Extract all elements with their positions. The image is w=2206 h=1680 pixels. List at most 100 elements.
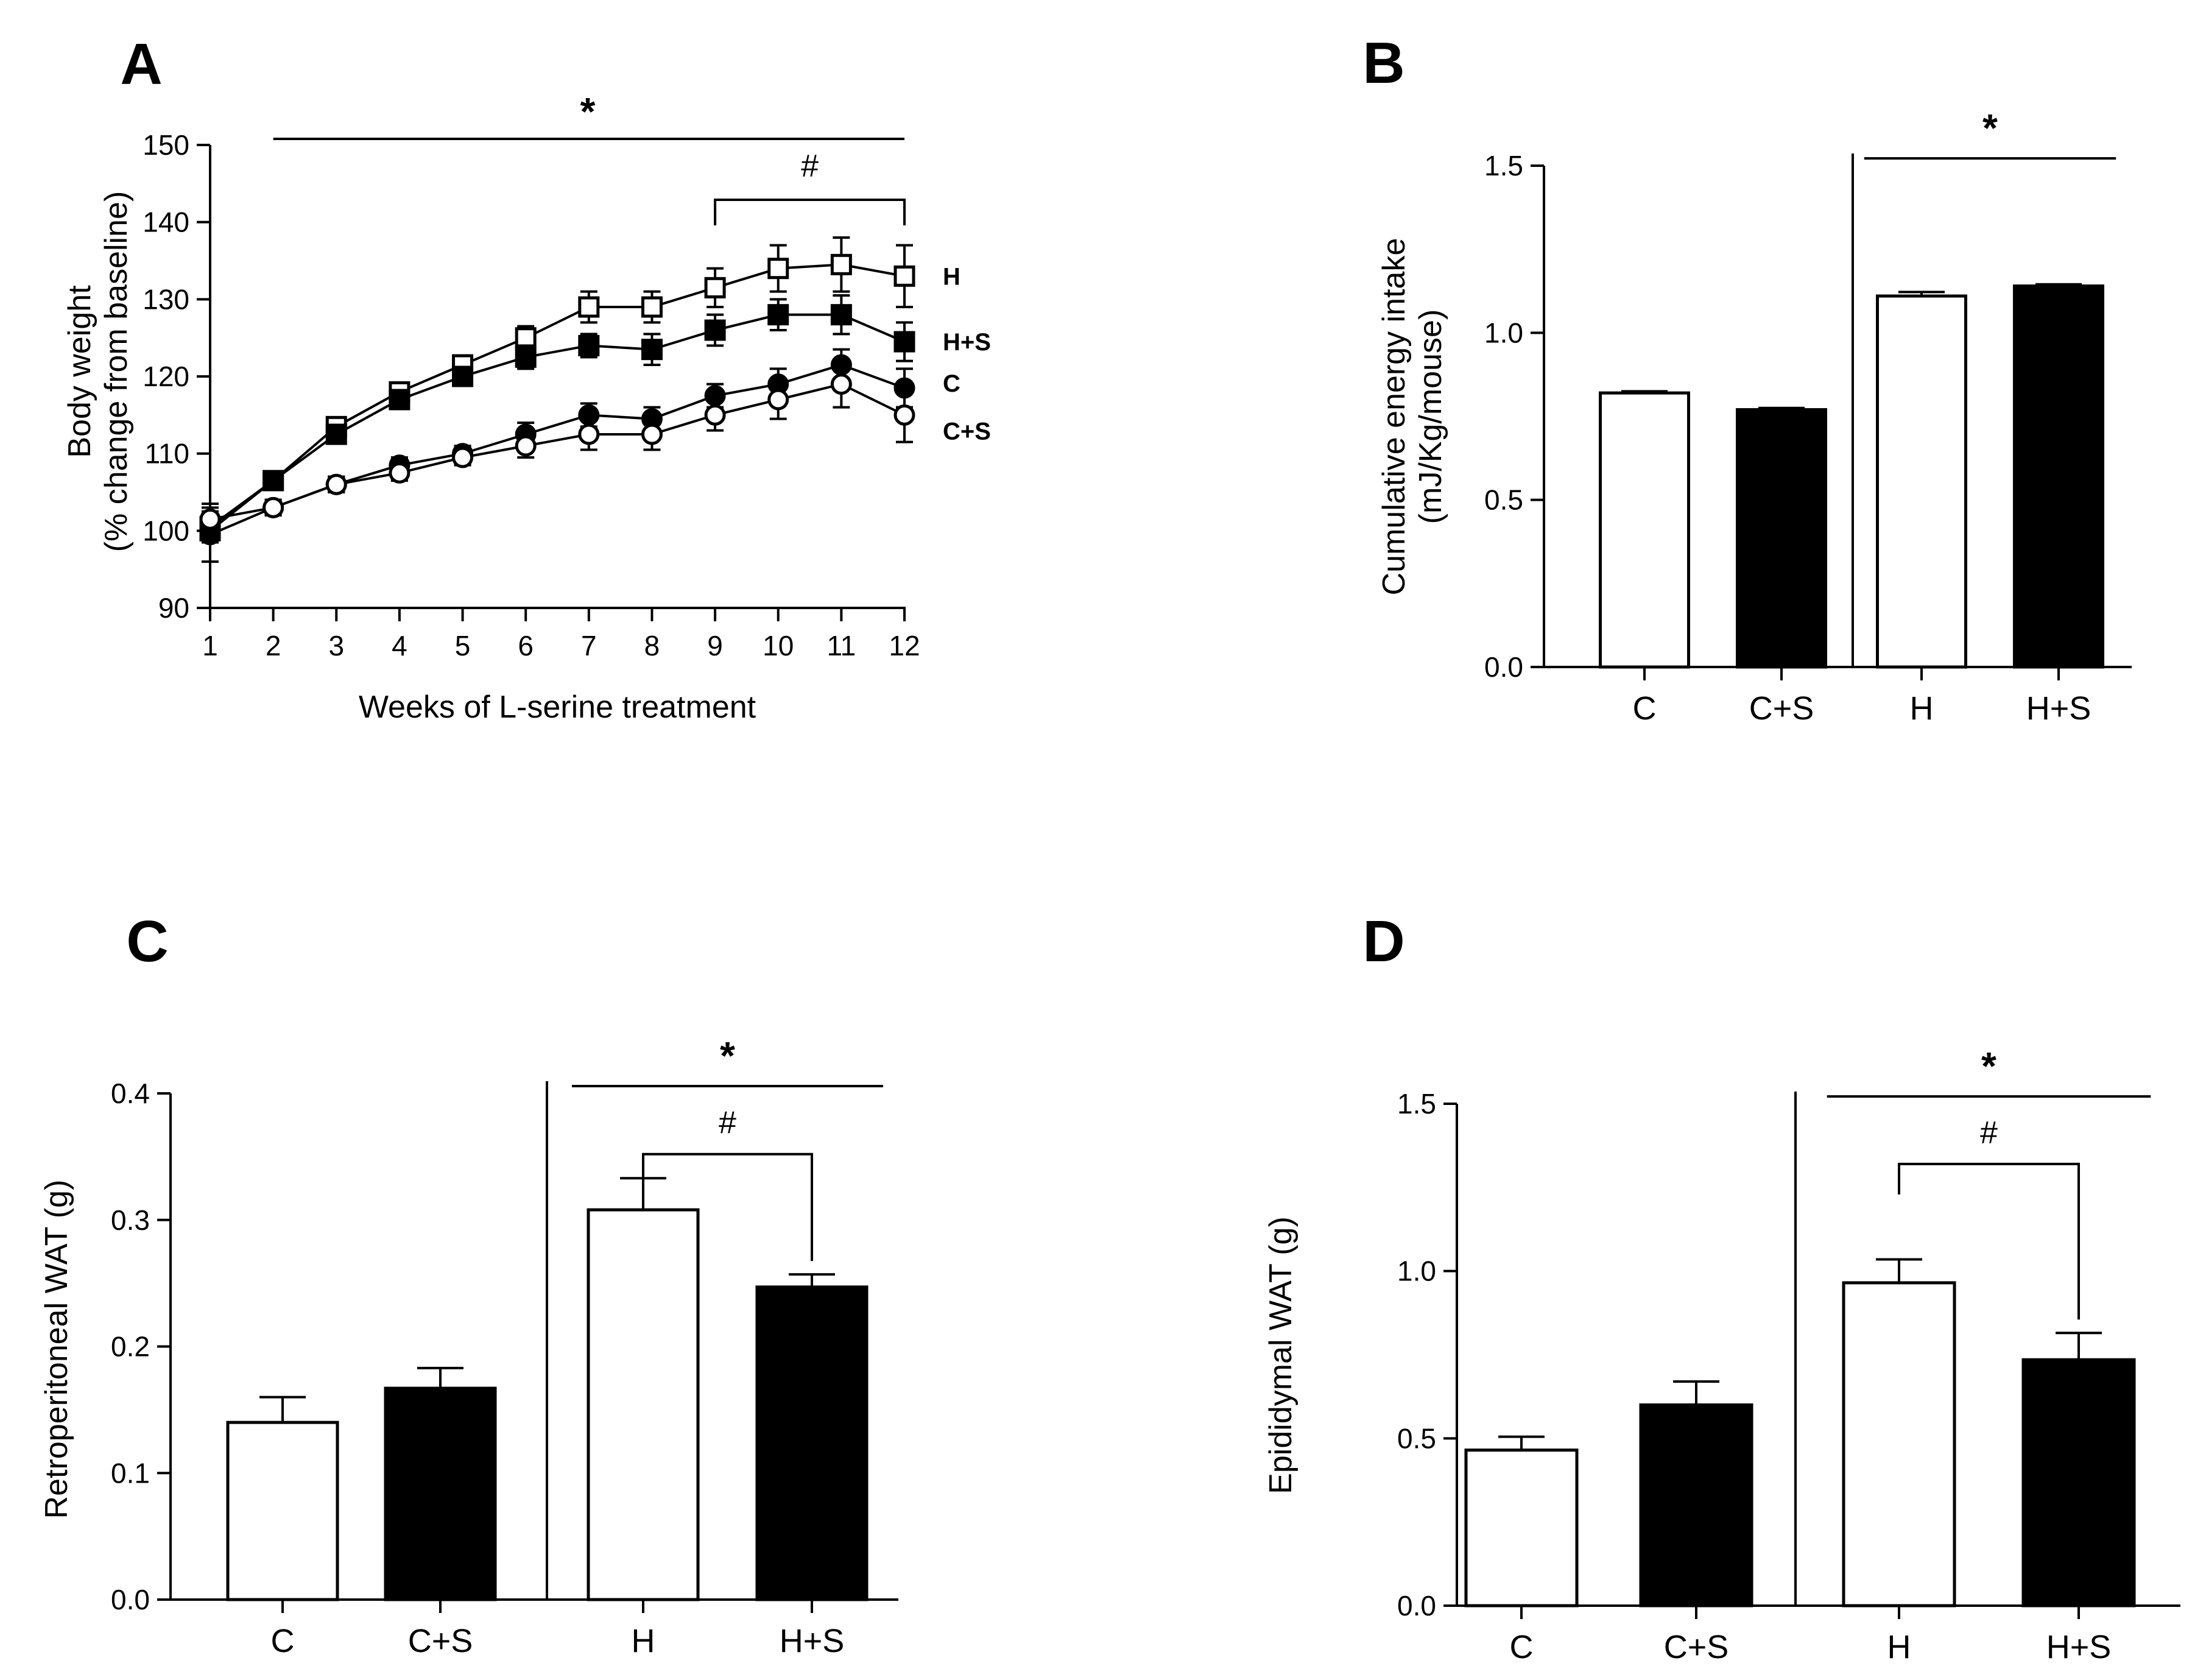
significance-hash: # xyxy=(1980,1115,1998,1151)
category-label: H xyxy=(1910,690,1934,727)
data-point xyxy=(389,389,411,411)
data-point xyxy=(641,339,663,361)
y-tick-label: 0.3 xyxy=(111,1204,150,1236)
data-point xyxy=(325,423,347,445)
data-point xyxy=(578,296,600,318)
category-label: C+S xyxy=(1749,690,1814,727)
bar-h-plus-s xyxy=(2021,1358,2136,1608)
series-label: H xyxy=(943,263,960,290)
bar-c xyxy=(1464,1449,1579,1608)
x-tick-label: 12 xyxy=(889,630,920,662)
x-tick-label: 7 xyxy=(581,630,597,662)
bar-c-plus-s xyxy=(384,1386,497,1601)
y-axis-label: Body weight xyxy=(62,285,97,458)
data-point xyxy=(578,334,600,356)
x-tick-label: 11 xyxy=(826,630,856,662)
x-tick-label: 2 xyxy=(266,630,281,662)
y-tick-label: 110 xyxy=(145,438,189,470)
data-point xyxy=(830,304,852,326)
y-tick-label: 0.5 xyxy=(1397,1422,1436,1454)
significance-bracket xyxy=(714,199,906,225)
y-tick-label: 0.4 xyxy=(111,1078,150,1109)
x-tick-label: 8 xyxy=(644,630,660,662)
category-label: H+S xyxy=(2046,1629,2112,1665)
y-tick-label: 0.0 xyxy=(1397,1590,1436,1622)
data-point xyxy=(515,327,537,349)
y-tick-label: 100 xyxy=(143,515,189,546)
bar-h xyxy=(1842,1281,1956,1608)
y-tick-label: 1.0 xyxy=(1484,317,1523,348)
bar-c-plus-s xyxy=(1639,1403,1753,1608)
data-point xyxy=(578,423,600,445)
significance-bracket xyxy=(1898,1162,2080,1320)
data-point xyxy=(325,473,347,495)
panel-letter: A xyxy=(120,32,162,97)
significance-hash: # xyxy=(719,1106,736,1141)
significance-star: * xyxy=(720,1034,735,1078)
category-label: H xyxy=(1887,1629,1911,1665)
category-label: C xyxy=(271,1623,295,1659)
significance-hash: # xyxy=(801,149,819,184)
y-tick-label: 90 xyxy=(158,592,189,624)
bar-h xyxy=(1876,294,1967,669)
bar-c xyxy=(1599,391,1690,669)
y-axis-label: (mJ/Kg/mouse) xyxy=(1413,309,1448,524)
bar-h xyxy=(587,1208,700,1601)
x-axis-label: Weeks of L-serine treatment xyxy=(359,690,756,725)
x-tick-label: 9 xyxy=(707,630,723,662)
category-label: C xyxy=(1510,1629,1534,1665)
y-axis-label-group: Body weight (% change from baseline) xyxy=(62,191,134,552)
y-axis-label: Epididymal WAT (g) xyxy=(1263,1216,1299,1494)
x-tick-label: 1 xyxy=(202,630,218,662)
significance-star: * xyxy=(1981,1044,1996,1088)
bar-h-plus-s xyxy=(2013,284,2104,669)
x-tick-label: 5 xyxy=(455,630,471,662)
series-line xyxy=(209,313,905,532)
significance-star: * xyxy=(1982,106,1998,150)
panel-letter: C xyxy=(126,909,168,974)
data-point xyxy=(704,404,726,426)
category-label: H+S xyxy=(2026,690,2091,727)
data-point xyxy=(767,258,789,280)
y-tick-label: 0.0 xyxy=(1484,651,1523,683)
x-tick-label: 3 xyxy=(328,630,344,662)
category-label: C+S xyxy=(1664,1629,1729,1665)
y-tick-label: 130 xyxy=(143,283,189,315)
data-point xyxy=(452,446,474,468)
category-label: C+S xyxy=(408,1623,473,1659)
data-point xyxy=(893,404,915,426)
data-point xyxy=(767,304,789,326)
data-point xyxy=(641,423,663,445)
data-point xyxy=(389,462,411,484)
category-label: H xyxy=(632,1623,655,1659)
data-point xyxy=(263,496,284,518)
data-point xyxy=(641,296,663,318)
y-axis-label: (% change from baseline) xyxy=(99,191,134,552)
data-point xyxy=(515,346,537,368)
panel-letter: B xyxy=(1362,30,1404,96)
panel-d: D 0.0 0.5 1.0 1.5 Epididymal WAT (g) C C+S H H+S *… xyxy=(1263,909,2180,1665)
x-tick-label: 4 xyxy=(392,630,407,662)
data-point xyxy=(263,470,284,492)
y-tick-label: 1.0 xyxy=(1397,1255,1436,1287)
y-axis-label-group: Retroperitoneal WAT (g) xyxy=(39,1180,74,1519)
y-tick-label: 150 xyxy=(143,129,189,161)
data-point xyxy=(199,508,221,530)
category-label: C xyxy=(1633,690,1657,727)
series-label: C+S xyxy=(943,418,991,445)
y-tick-label: 0.0 xyxy=(111,1584,150,1615)
panel-letter: D xyxy=(1362,909,1404,974)
panel-b: B 0.0 0.5 1.0 1.5 Cumulative energy intake (mJ… xyxy=(1362,30,2132,727)
category-label: H+S xyxy=(780,1623,845,1659)
y-tick-label: 1.5 xyxy=(1484,150,1523,182)
y-axis-label-group: Epididymal WAT (g) xyxy=(1263,1216,1299,1494)
y-tick-label: 0.2 xyxy=(111,1331,150,1363)
data-point xyxy=(515,435,537,457)
series-c-plus-s: C+S xyxy=(199,359,991,536)
data-point xyxy=(704,277,726,298)
data-point xyxy=(893,265,915,287)
data-point xyxy=(830,253,852,275)
data-point xyxy=(767,389,789,411)
